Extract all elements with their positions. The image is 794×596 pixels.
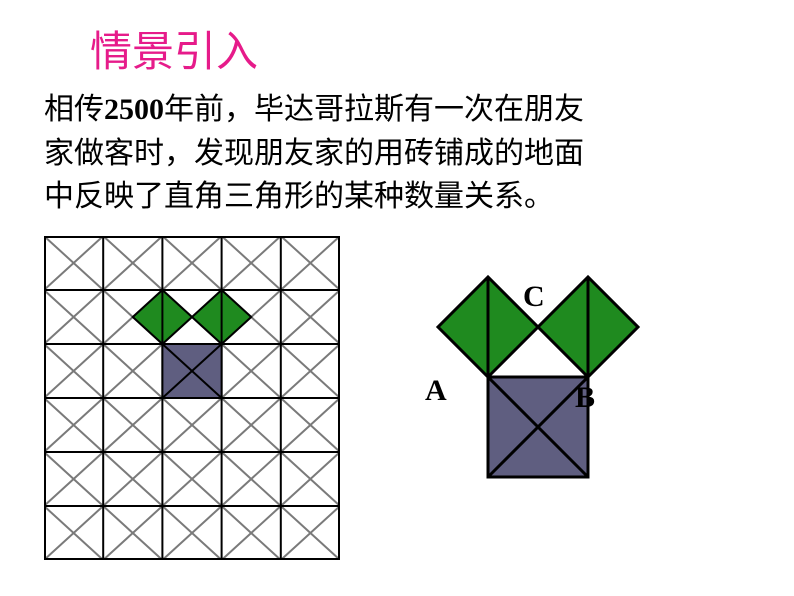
title-text: 情景引入 [90,30,258,76]
tile-grid-figure [44,236,340,560]
body-l1: 年前，毕达哥拉斯有一次在朋友 [164,93,584,126]
label-A: A [425,374,447,408]
body-l3: 中反映了直角三角形的某种数量关系。 [44,180,554,213]
body-year: 2500 [104,93,164,126]
body-prefix: 相传 [44,93,104,126]
label-B: B [575,381,595,415]
body-l2: 家做客时，发现朋友家的用砖铺成的地面 [44,137,584,170]
slide-title: 情景引入 [90,18,258,79]
label-C: C [523,280,545,314]
body-paragraph: 相传2500年前，毕达哥拉斯有一次在朋友 家做客时，发现朋友家的用砖铺成的地面 … [44,88,584,219]
